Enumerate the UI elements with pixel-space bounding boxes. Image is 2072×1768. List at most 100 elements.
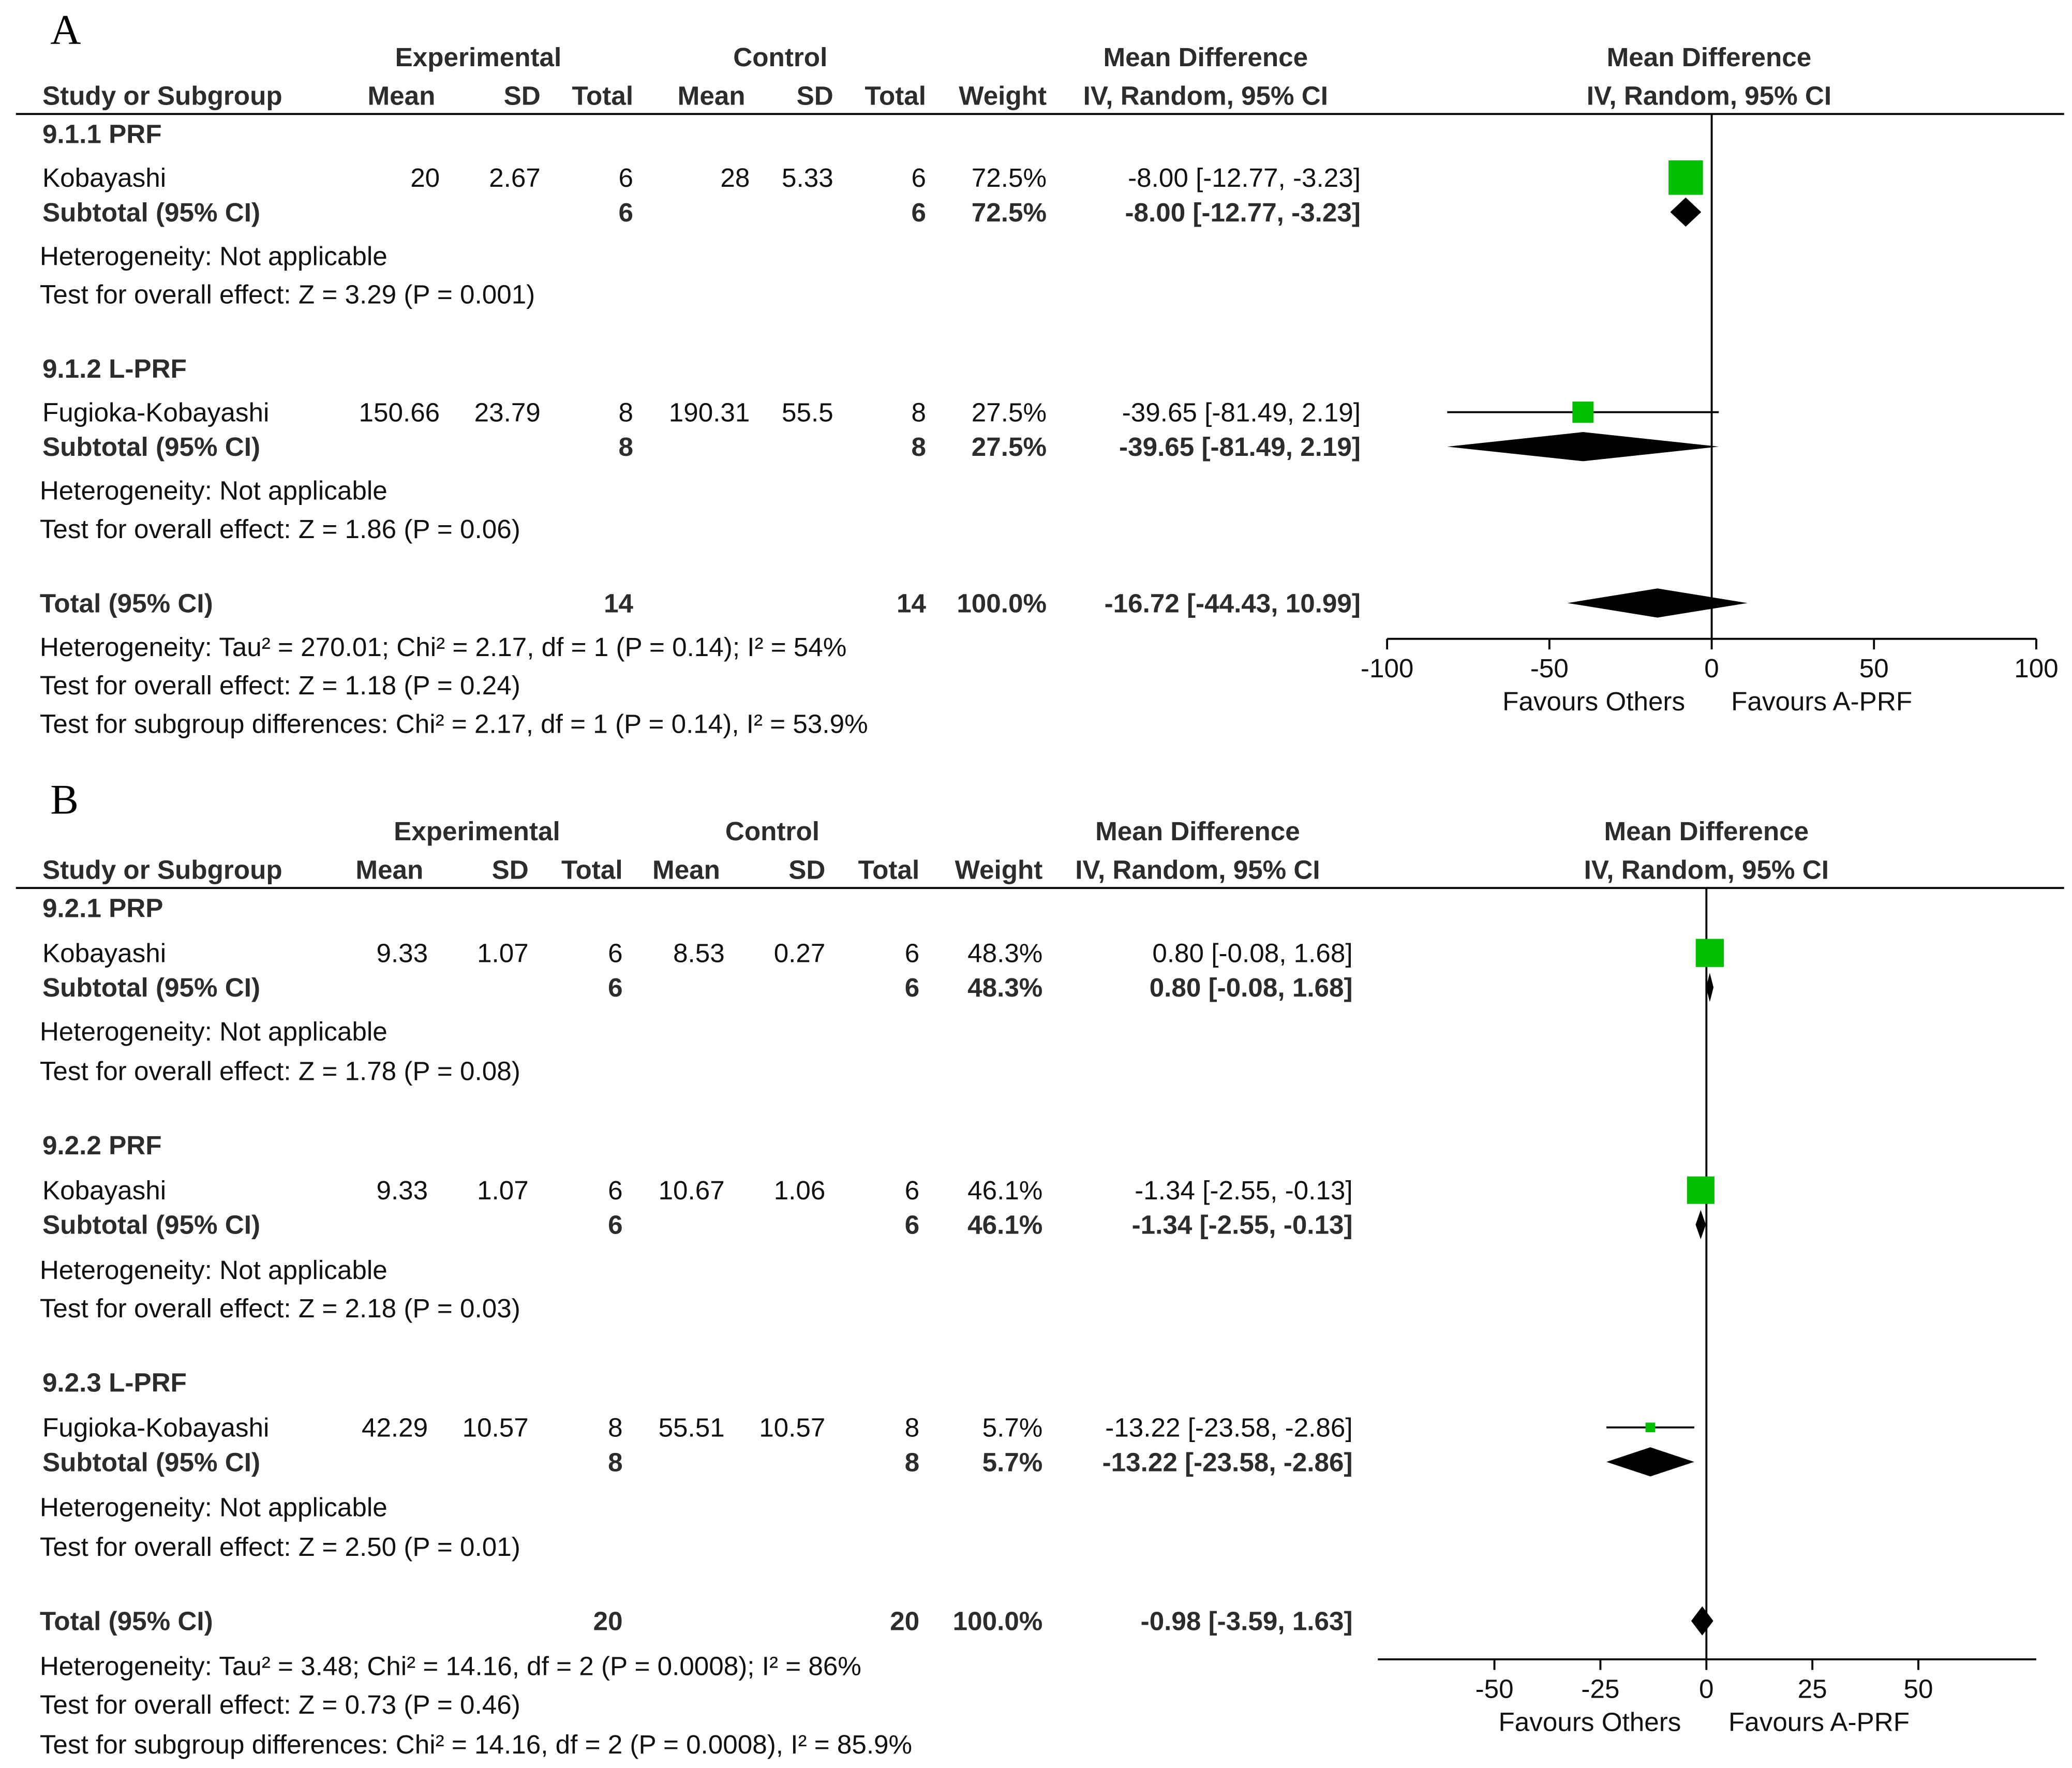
study-name: Fugioka-Kobayashi — [42, 1413, 269, 1443]
study-name: Kobayashi — [42, 1176, 166, 1205]
subtotal-exp-total: 6 — [608, 973, 622, 1002]
subgroup-heterogeneity: Heterogeneity: Not applicable — [40, 241, 387, 271]
subtotal-ci: -8.00 [-12.77, -3.23] — [1125, 198, 1360, 227]
study-weight: 48.3% — [967, 939, 1042, 968]
study-ctl-total: 6 — [905, 1176, 919, 1205]
study-name: Kobayashi — [42, 939, 166, 968]
x-tick-label: -25 — [1581, 1674, 1619, 1703]
subtotal-weight: 27.5% — [972, 432, 1047, 462]
header-exp-sd: SD — [492, 855, 529, 884]
subtotal-label: Subtotal (95% CI) — [42, 1210, 260, 1240]
total-exp-total: 14 — [604, 588, 633, 618]
subtotal-label: Subtotal (95% CI) — [42, 1447, 260, 1477]
subgroup-heterogeneity: Heterogeneity: Not applicable — [40, 1492, 387, 1522]
x-tick-label: -50 — [1530, 653, 1569, 683]
study-exp-sd: 1.07 — [477, 939, 529, 968]
subtotal-weight: 72.5% — [972, 198, 1047, 227]
x-tick-label: 0 — [1699, 1674, 1713, 1703]
study-ctl-mean: 8.53 — [673, 939, 725, 968]
header-plot-method: IV, Random, 95% CI — [1587, 81, 1831, 110]
header-weight: Weight — [959, 81, 1047, 110]
study-exp-total: 8 — [608, 1413, 622, 1443]
header-plot-title: Mean Difference — [1604, 816, 1809, 846]
footer-line: Test for subgroup differences: Chi² = 14… — [40, 1730, 912, 1759]
study-ctl-sd: 10.57 — [759, 1413, 825, 1443]
subtotal-diamond — [1670, 197, 1702, 227]
study-ctl-total: 6 — [905, 939, 919, 968]
subgroup-name: 9.2.2 PRF — [42, 1131, 162, 1160]
study-square — [1645, 1422, 1656, 1433]
favours-left-label: Favours Others — [1502, 687, 1685, 716]
study-exp-mean: 150.66 — [359, 398, 440, 427]
study-square — [1572, 402, 1594, 423]
header-ctl-mean: Mean — [678, 81, 746, 110]
subtotal-weight: 48.3% — [967, 973, 1042, 1002]
header-md-title: Mean Difference — [1095, 816, 1300, 846]
total-weight: 100.0% — [953, 1607, 1043, 1636]
header-control: Control — [733, 42, 827, 72]
subtotal-exp-total: 8 — [619, 432, 633, 462]
header-exp-sd: SD — [504, 81, 541, 110]
header-plot-method: IV, Random, 95% CI — [1584, 855, 1829, 884]
subgroup-heterogeneity: Heterogeneity: Not applicable — [40, 476, 387, 506]
total-label: Total (95% CI) — [40, 1607, 213, 1636]
study-exp-mean: 20 — [410, 163, 440, 192]
header-weight: Weight — [955, 855, 1043, 884]
subtotal-weight: 5.7% — [982, 1447, 1043, 1477]
total-ctl-total: 20 — [890, 1607, 919, 1636]
footer-line: Test for overall effect: Z = 1.18 (P = 0… — [40, 671, 520, 700]
panel-label: B — [50, 776, 79, 823]
study-weight: 72.5% — [972, 163, 1047, 192]
study-ctl-total: 8 — [905, 1413, 919, 1443]
study-ci: 0.80 [-0.08, 1.68] — [1152, 939, 1352, 968]
study-ctl-mean: 190.31 — [669, 398, 750, 427]
header-ctl-total: Total — [864, 81, 926, 110]
header-ctl-sd: SD — [797, 81, 833, 110]
header-plot-title: Mean Difference — [1607, 42, 1812, 72]
study-exp-total: 6 — [608, 939, 622, 968]
study-ci: -13.22 [-23.58, -2.86] — [1105, 1413, 1352, 1443]
study-exp-mean: 9.33 — [376, 1176, 428, 1205]
study-exp-sd: 2.67 — [489, 163, 541, 192]
study-weight: 5.7% — [982, 1413, 1043, 1443]
header-experimental: Experimental — [395, 42, 562, 72]
x-tick-label: 50 — [1904, 1674, 1933, 1703]
study-ci: -39.65 [-81.49, 2.19] — [1122, 398, 1361, 427]
total-diamond — [1691, 1606, 1713, 1636]
subtotal-ctl-total: 6 — [912, 198, 926, 227]
subtotal-weight: 46.1% — [967, 1210, 1042, 1240]
study-ctl-sd: 55.5 — [782, 398, 833, 427]
subtotal-exp-total: 8 — [608, 1447, 622, 1477]
study-exp-sd: 23.79 — [474, 398, 541, 427]
subtotal-label: Subtotal (95% CI) — [42, 198, 260, 227]
study-weight: 27.5% — [972, 398, 1047, 427]
subtotal-ctl-total: 8 — [912, 432, 926, 462]
header-control: Control — [725, 816, 819, 846]
study-exp-sd: 1.07 — [477, 1176, 529, 1205]
subtotal-ctl-total: 6 — [905, 973, 919, 1002]
x-tick-label: 100 — [2014, 653, 2058, 683]
total-ci: -0.98 [-3.59, 1.63] — [1141, 1607, 1353, 1636]
study-ctl-sd: 1.06 — [774, 1176, 826, 1205]
study-exp-total: 6 — [608, 1176, 622, 1205]
subtotal-diamond — [1695, 1210, 1706, 1240]
subtotal-label: Subtotal (95% CI) — [42, 973, 260, 1002]
subgroup-name: 9.1.2 L-PRF — [42, 354, 187, 383]
subtotal-exp-total: 6 — [619, 198, 633, 227]
study-ctl-sd: 0.27 — [774, 939, 826, 968]
study-ctl-total: 8 — [912, 398, 926, 427]
study-ctl-mean: 10.67 — [659, 1176, 725, 1205]
study-name: Fugioka-Kobayashi — [42, 398, 269, 427]
subtotal-ci: -13.22 [-23.58, -2.86] — [1102, 1447, 1353, 1477]
favours-left-label: Favours Others — [1499, 1707, 1681, 1736]
study-weight: 46.1% — [967, 1176, 1042, 1205]
subtotal-diamond — [1606, 1447, 1694, 1477]
header-md-title: Mean Difference — [1104, 42, 1308, 72]
subgroup-overall-effect: Test for overall effect: Z = 3.29 (P = 0… — [40, 280, 535, 309]
total-diamond — [1567, 588, 1748, 618]
footer-line: Test for overall effect: Z = 0.73 (P = 0… — [40, 1690, 520, 1719]
study-exp-mean: 9.33 — [376, 939, 428, 968]
study-exp-total: 8 — [619, 398, 633, 427]
